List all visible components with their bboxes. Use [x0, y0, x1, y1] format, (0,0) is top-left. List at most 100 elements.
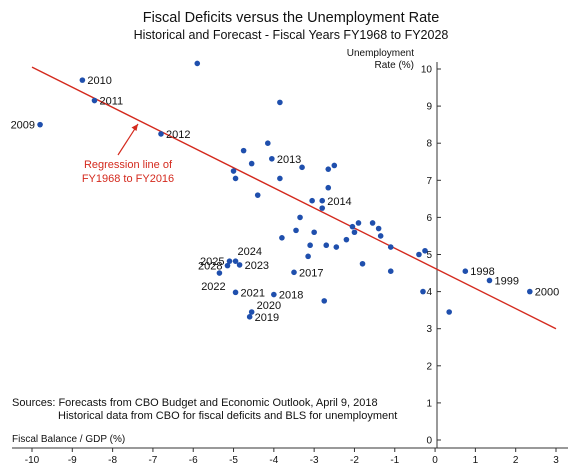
data-point	[321, 298, 328, 304]
x-tick-label: 3	[553, 455, 559, 466]
x-tick-label: -6	[189, 455, 198, 466]
chart-subtitle: Historical and Forecast - Fiscal Years F…	[134, 28, 449, 42]
labeled-points: 2010 2011 2009 2012 2013 2014 2017 2024 20252028…	[11, 75, 560, 324]
data-point	[323, 242, 330, 249]
labeled-data-point	[248, 309, 255, 315]
point-label: 2017	[299, 267, 323, 279]
x-tick-label: -8	[108, 455, 117, 466]
data-point	[305, 253, 311, 260]
data-point	[194, 60, 201, 67]
data-point	[420, 288, 426, 295]
data-point	[265, 140, 271, 146]
labeled-data-point	[246, 314, 253, 320]
data-point	[299, 164, 305, 171]
x-tick-label: 1	[473, 455, 479, 466]
point-label: 2021	[241, 287, 265, 299]
y-tick-label: 9	[426, 102, 432, 113]
y-tick-label: 2	[426, 361, 432, 372]
data-point	[343, 236, 350, 243]
data-point	[240, 147, 247, 154]
point-label: 2000	[535, 287, 559, 299]
sources-line-1: Sources: Forecasts from CBO Budget and E…	[12, 397, 378, 409]
regression-line	[31, 66, 557, 330]
x-tick-label: -1	[390, 455, 399, 466]
regression-annotation-arrowhead	[131, 124, 138, 131]
point-label: 2010	[87, 75, 111, 87]
labeled-data-point	[271, 291, 277, 298]
data-point	[325, 166, 332, 172]
data-point	[309, 197, 315, 204]
x-tick-label: -10	[25, 455, 40, 466]
labeled-data-point	[462, 268, 469, 274]
x-tick-label: -3	[310, 455, 319, 466]
data-point	[331, 162, 338, 169]
scatter-points	[194, 60, 452, 315]
point-label: 2009	[11, 120, 35, 132]
sources-line-2: Historical data from CBO for fiscal defi…	[58, 410, 397, 422]
labeled-data-point	[158, 131, 164, 137]
regression-label-line-1: Regression line of	[84, 159, 173, 171]
y-axis: 0 1 2 3 4 5 6 7 8 9 10	[421, 62, 441, 448]
x-tick-label: -2	[350, 455, 359, 466]
point-label: 2028	[198, 261, 222, 273]
y-axis-label-line-1: Unemployment	[347, 48, 414, 59]
data-point	[333, 244, 340, 250]
data-point	[422, 247, 428, 254]
labeled-data-point	[486, 277, 493, 284]
labeled-data-point	[232, 289, 239, 296]
point-label: 2011	[99, 96, 123, 108]
labeled-data-point	[236, 262, 243, 268]
point-label: 2013	[277, 154, 301, 166]
data-point	[230, 168, 237, 174]
labeled-data-point	[291, 269, 297, 276]
data-point	[254, 192, 261, 198]
point-label: 2018	[279, 290, 303, 302]
x-tick-label: -4	[269, 455, 278, 466]
data-point	[293, 227, 299, 234]
labeled-data-point	[79, 77, 86, 83]
y-tick-label: 1	[426, 398, 432, 409]
data-point	[387, 244, 394, 250]
point-label: 2024	[238, 246, 262, 258]
labeled-data-point	[37, 121, 43, 128]
data-point	[377, 233, 384, 239]
y-axis-label-line-2: Rate (%)	[375, 60, 414, 71]
y-tick-label: 4	[426, 287, 432, 298]
point-label: 2014	[327, 196, 351, 208]
labeled-data-point	[319, 205, 326, 211]
labeled-data-point	[232, 258, 239, 264]
data-point	[355, 220, 362, 226]
y-tick-label: 7	[426, 176, 432, 187]
point-label: 1998	[470, 266, 494, 278]
data-point	[248, 160, 255, 167]
point-label: 2019	[255, 312, 279, 324]
point-label: 2012	[166, 129, 190, 141]
labeled-data-point	[224, 262, 231, 269]
data-point	[297, 214, 303, 221]
regression-label-line-2: FY1968 to FY2016	[82, 173, 174, 185]
data-point	[446, 309, 452, 315]
data-point	[277, 175, 283, 182]
y-tick-label: 3	[426, 324, 432, 335]
point-label: 2022	[201, 281, 225, 293]
y-tick-label: 10	[421, 65, 433, 76]
x-axis-label: Fiscal Balance / GDP (%)	[12, 434, 125, 445]
labeled-data-point	[91, 97, 98, 104]
data-point	[349, 223, 356, 230]
data-point	[375, 225, 382, 232]
data-point	[311, 229, 317, 236]
y-tick-label: 8	[426, 139, 432, 150]
labeled-data-point	[226, 258, 233, 264]
x-tick-label: -5	[229, 455, 238, 466]
labeled-data-point	[216, 270, 223, 276]
chart-title: Fiscal Deficits versus the Unemployment …	[143, 10, 440, 26]
data-point	[369, 220, 376, 226]
y-tick-label: 6	[426, 213, 432, 224]
x-tick-label: 2	[513, 455, 519, 466]
data-point	[387, 268, 394, 274]
y-tick-label: 0	[426, 436, 432, 447]
data-point	[232, 175, 239, 182]
x-axis: -10 -9 -8 -7 -6 -5 -4 -3 -2 -1 0 1 2 3	[12, 447, 568, 466]
data-point	[307, 242, 313, 249]
x-tick-label: -7	[148, 455, 157, 466]
